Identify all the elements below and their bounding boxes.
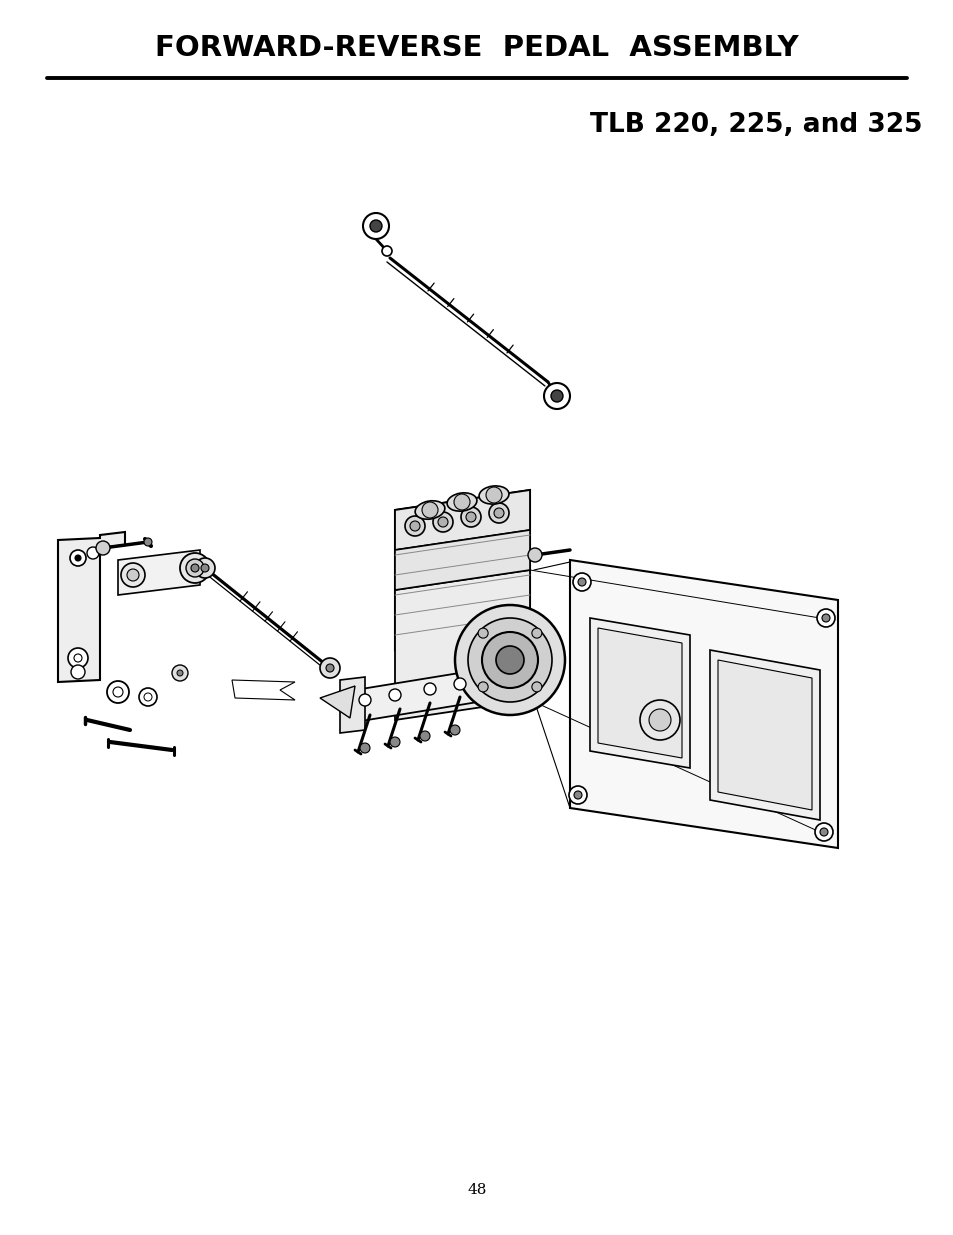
Circle shape xyxy=(494,508,503,517)
Polygon shape xyxy=(718,659,811,810)
Circle shape xyxy=(821,614,829,622)
Circle shape xyxy=(450,725,459,735)
Circle shape xyxy=(573,573,590,592)
Circle shape xyxy=(814,823,832,841)
Circle shape xyxy=(177,671,183,676)
Circle shape xyxy=(437,517,448,527)
Circle shape xyxy=(390,737,399,747)
Polygon shape xyxy=(569,559,837,848)
Circle shape xyxy=(358,694,371,706)
Circle shape xyxy=(481,632,537,688)
Circle shape xyxy=(172,664,188,680)
Circle shape xyxy=(71,664,85,679)
Circle shape xyxy=(532,682,541,692)
Circle shape xyxy=(639,700,679,740)
Polygon shape xyxy=(395,490,530,550)
Circle shape xyxy=(410,521,419,531)
Circle shape xyxy=(68,648,88,668)
Polygon shape xyxy=(339,677,365,734)
Circle shape xyxy=(578,578,585,585)
Circle shape xyxy=(107,680,129,703)
Circle shape xyxy=(433,513,453,532)
Circle shape xyxy=(359,743,370,753)
Polygon shape xyxy=(232,680,294,700)
Circle shape xyxy=(389,689,400,701)
Circle shape xyxy=(485,487,501,503)
Polygon shape xyxy=(355,668,490,722)
Circle shape xyxy=(191,564,199,572)
Polygon shape xyxy=(395,530,530,590)
Circle shape xyxy=(326,664,334,672)
Circle shape xyxy=(648,709,670,731)
Circle shape xyxy=(381,246,392,256)
Polygon shape xyxy=(589,618,689,768)
Circle shape xyxy=(363,212,389,240)
Circle shape xyxy=(75,555,81,561)
Polygon shape xyxy=(395,571,530,720)
Circle shape xyxy=(543,383,569,409)
Circle shape xyxy=(465,513,476,522)
Circle shape xyxy=(127,569,139,580)
Circle shape xyxy=(423,683,436,695)
Circle shape xyxy=(419,731,430,741)
Ellipse shape xyxy=(415,500,444,519)
Circle shape xyxy=(201,564,209,572)
Circle shape xyxy=(87,547,99,559)
Polygon shape xyxy=(58,532,125,682)
Circle shape xyxy=(527,548,541,562)
Circle shape xyxy=(121,563,145,587)
Circle shape xyxy=(816,609,834,627)
Circle shape xyxy=(568,785,586,804)
Circle shape xyxy=(820,827,827,836)
Circle shape xyxy=(454,494,470,510)
Circle shape xyxy=(370,220,381,232)
Polygon shape xyxy=(395,490,530,650)
Circle shape xyxy=(496,646,523,674)
Circle shape xyxy=(532,629,541,638)
Circle shape xyxy=(186,559,204,577)
Circle shape xyxy=(455,605,564,715)
Circle shape xyxy=(96,541,110,555)
Polygon shape xyxy=(709,650,820,820)
Circle shape xyxy=(574,790,581,799)
Polygon shape xyxy=(118,550,200,595)
Ellipse shape xyxy=(447,493,476,511)
Text: FORWARD-REVERSE  PEDAL  ASSEMBLY: FORWARD-REVERSE PEDAL ASSEMBLY xyxy=(155,35,798,62)
Circle shape xyxy=(144,693,152,701)
Circle shape xyxy=(477,682,488,692)
Polygon shape xyxy=(598,629,681,758)
Circle shape xyxy=(551,390,562,403)
Circle shape xyxy=(454,678,465,690)
Polygon shape xyxy=(319,685,355,718)
Circle shape xyxy=(74,655,82,662)
Ellipse shape xyxy=(478,485,508,504)
Circle shape xyxy=(319,658,339,678)
Text: TLB 220, 225, and 325: TLB 220, 225, and 325 xyxy=(589,112,922,138)
Circle shape xyxy=(489,503,509,522)
Circle shape xyxy=(139,688,157,706)
Text: 48: 48 xyxy=(467,1183,486,1197)
Circle shape xyxy=(194,558,214,578)
Circle shape xyxy=(460,508,480,527)
Circle shape xyxy=(144,538,152,546)
Circle shape xyxy=(468,618,552,701)
Circle shape xyxy=(405,516,424,536)
Circle shape xyxy=(70,550,86,566)
Circle shape xyxy=(112,687,123,697)
Circle shape xyxy=(180,553,210,583)
Circle shape xyxy=(477,629,488,638)
Circle shape xyxy=(421,501,437,517)
